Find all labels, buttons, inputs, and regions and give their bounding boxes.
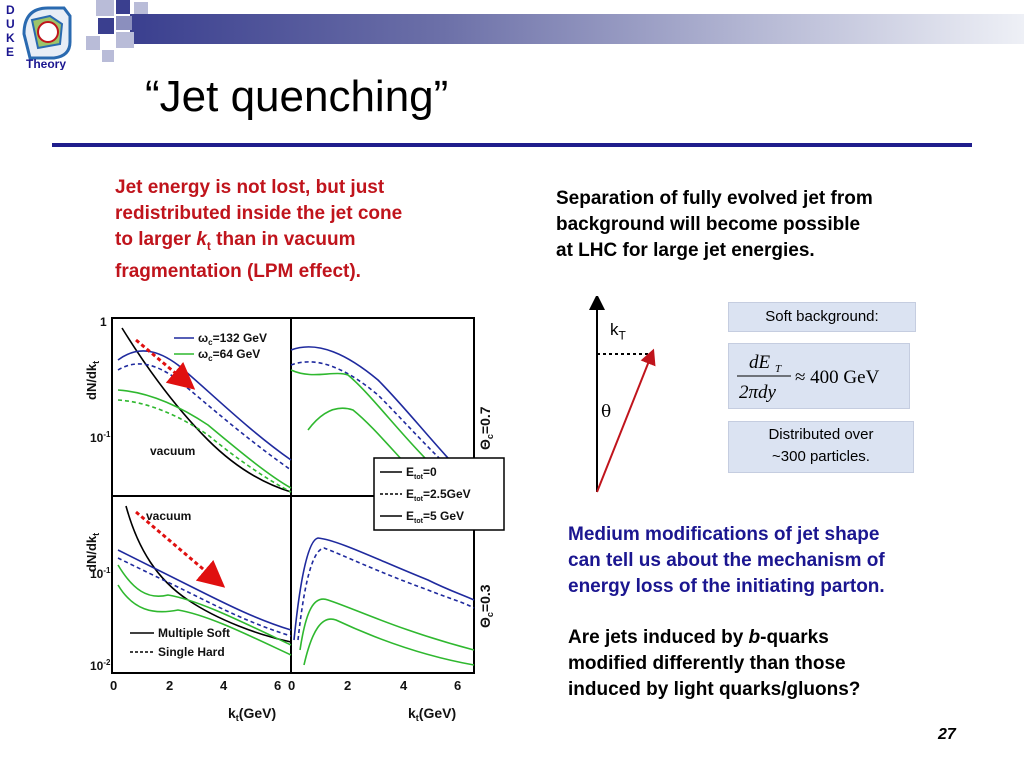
svg-text:10-2: 10-2: [90, 658, 111, 673]
svg-text:Multiple Soft: Multiple Soft: [158, 626, 230, 640]
eloss-legend: Etot=0 Etot=2.5GeV Etot=5 GeV: [373, 457, 505, 531]
jet-energy-paragraph: Jet energy is not lost, but just redistr…: [115, 177, 403, 282]
svg-text:kt(GeV): kt(GeV): [228, 705, 276, 723]
green-dashed-64-top: [117, 399, 292, 493]
svg-text:K: K: [6, 31, 15, 45]
title-rule: [52, 143, 972, 147]
blue-dashed-132-top: [117, 363, 292, 471]
slide-title: “Jet quenching”: [145, 72, 449, 121]
svg-text:Single Hard: Single Hard: [158, 645, 225, 659]
svg-text:dN/dkt: dN/dkt: [84, 361, 101, 400]
bottom-right-curves: [293, 537, 475, 666]
svg-text:vacuum: vacuum: [146, 509, 191, 523]
svg-text:1: 1: [100, 315, 107, 329]
svg-text:10-1: 10-1: [90, 566, 111, 581]
svg-text:6: 6: [274, 678, 281, 693]
green-curve-64-top: [117, 389, 292, 489]
svg-text:E: E: [6, 45, 14, 59]
svg-text:T: T: [775, 363, 782, 375]
jet-arrow: [596, 348, 656, 493]
formula-box: dE T 2πdy ≈ 400 GeV: [728, 343, 910, 409]
red-arrow-bottom: [135, 510, 226, 588]
page-number: 27: [938, 726, 956, 743]
kt-diagram: [589, 296, 656, 493]
svg-text:10-1: 10-1: [90, 430, 111, 445]
svg-text:2: 2: [344, 678, 351, 693]
svg-text:D: D: [6, 3, 15, 17]
svg-text:2πdy: 2πdy: [739, 382, 777, 403]
svg-text:ωc=64 GeV: ωc=64 GeV: [198, 347, 260, 363]
svg-text:Etot=0: Etot=0: [406, 465, 437, 481]
soft-background-box: Soft background:: [728, 302, 916, 332]
svg-text:vacuum: vacuum: [150, 444, 195, 458]
svg-text:dN/dkt: dN/dkt: [84, 533, 101, 572]
red-arrow-top: [135, 338, 196, 390]
svg-text:4: 4: [400, 678, 408, 693]
svg-text:Theory: Theory: [26, 57, 66, 70]
svg-text:0: 0: [288, 678, 295, 693]
svg-text:2: 2: [166, 678, 173, 693]
svg-text:0: 0: [110, 678, 117, 693]
svg-text:Etot=2.5GeV: Etot=2.5GeV: [406, 487, 471, 503]
kt-label: kT: [610, 320, 626, 343]
svg-text:U: U: [6, 17, 15, 31]
bottom-left-curves: [117, 505, 292, 656]
svg-text:Θc=0.7: Θc=0.7: [477, 406, 495, 450]
medium-modifications-paragraph: Medium modifications of jet shape can te…: [568, 524, 885, 597]
bottom-legend: Multiple Soft Single Hard: [130, 626, 230, 659]
distributed-box: Distributed over ~300 particles.: [728, 421, 914, 473]
separation-paragraph: Separation of fully evolved jet from bac…: [556, 188, 873, 261]
omega-legend: ωc=132 GeV ωc=64 GeV: [174, 331, 267, 363]
svg-text:≈ 400 GeV: ≈ 400 GeV: [795, 367, 880, 388]
svg-text:kt(GeV): kt(GeV): [408, 705, 456, 723]
svg-text:Etot=5 GeV: Etot=5 GeV: [406, 509, 464, 525]
svg-text:dE: dE: [749, 352, 771, 373]
b-quarks-paragraph: Are jets induced by b-quarks modified di…: [568, 627, 861, 700]
svg-text:Θc=0.3: Θc=0.3: [477, 584, 495, 628]
svg-text:6: 6: [454, 678, 461, 693]
svg-text:ωc=132 GeV: ωc=132 GeV: [198, 331, 267, 347]
header-bar: [130, 14, 1024, 44]
header-squares: [86, 0, 166, 70]
jet-shape-figure: dN/dkt dN/dkt 1 10-1 10-1 10-2 Θc=0.7 Θc…: [84, 315, 505, 723]
svg-text:4: 4: [220, 678, 228, 693]
duke-theory-logo: D U K E Theory: [4, 2, 82, 71]
theta-label: θ: [601, 402, 612, 422]
